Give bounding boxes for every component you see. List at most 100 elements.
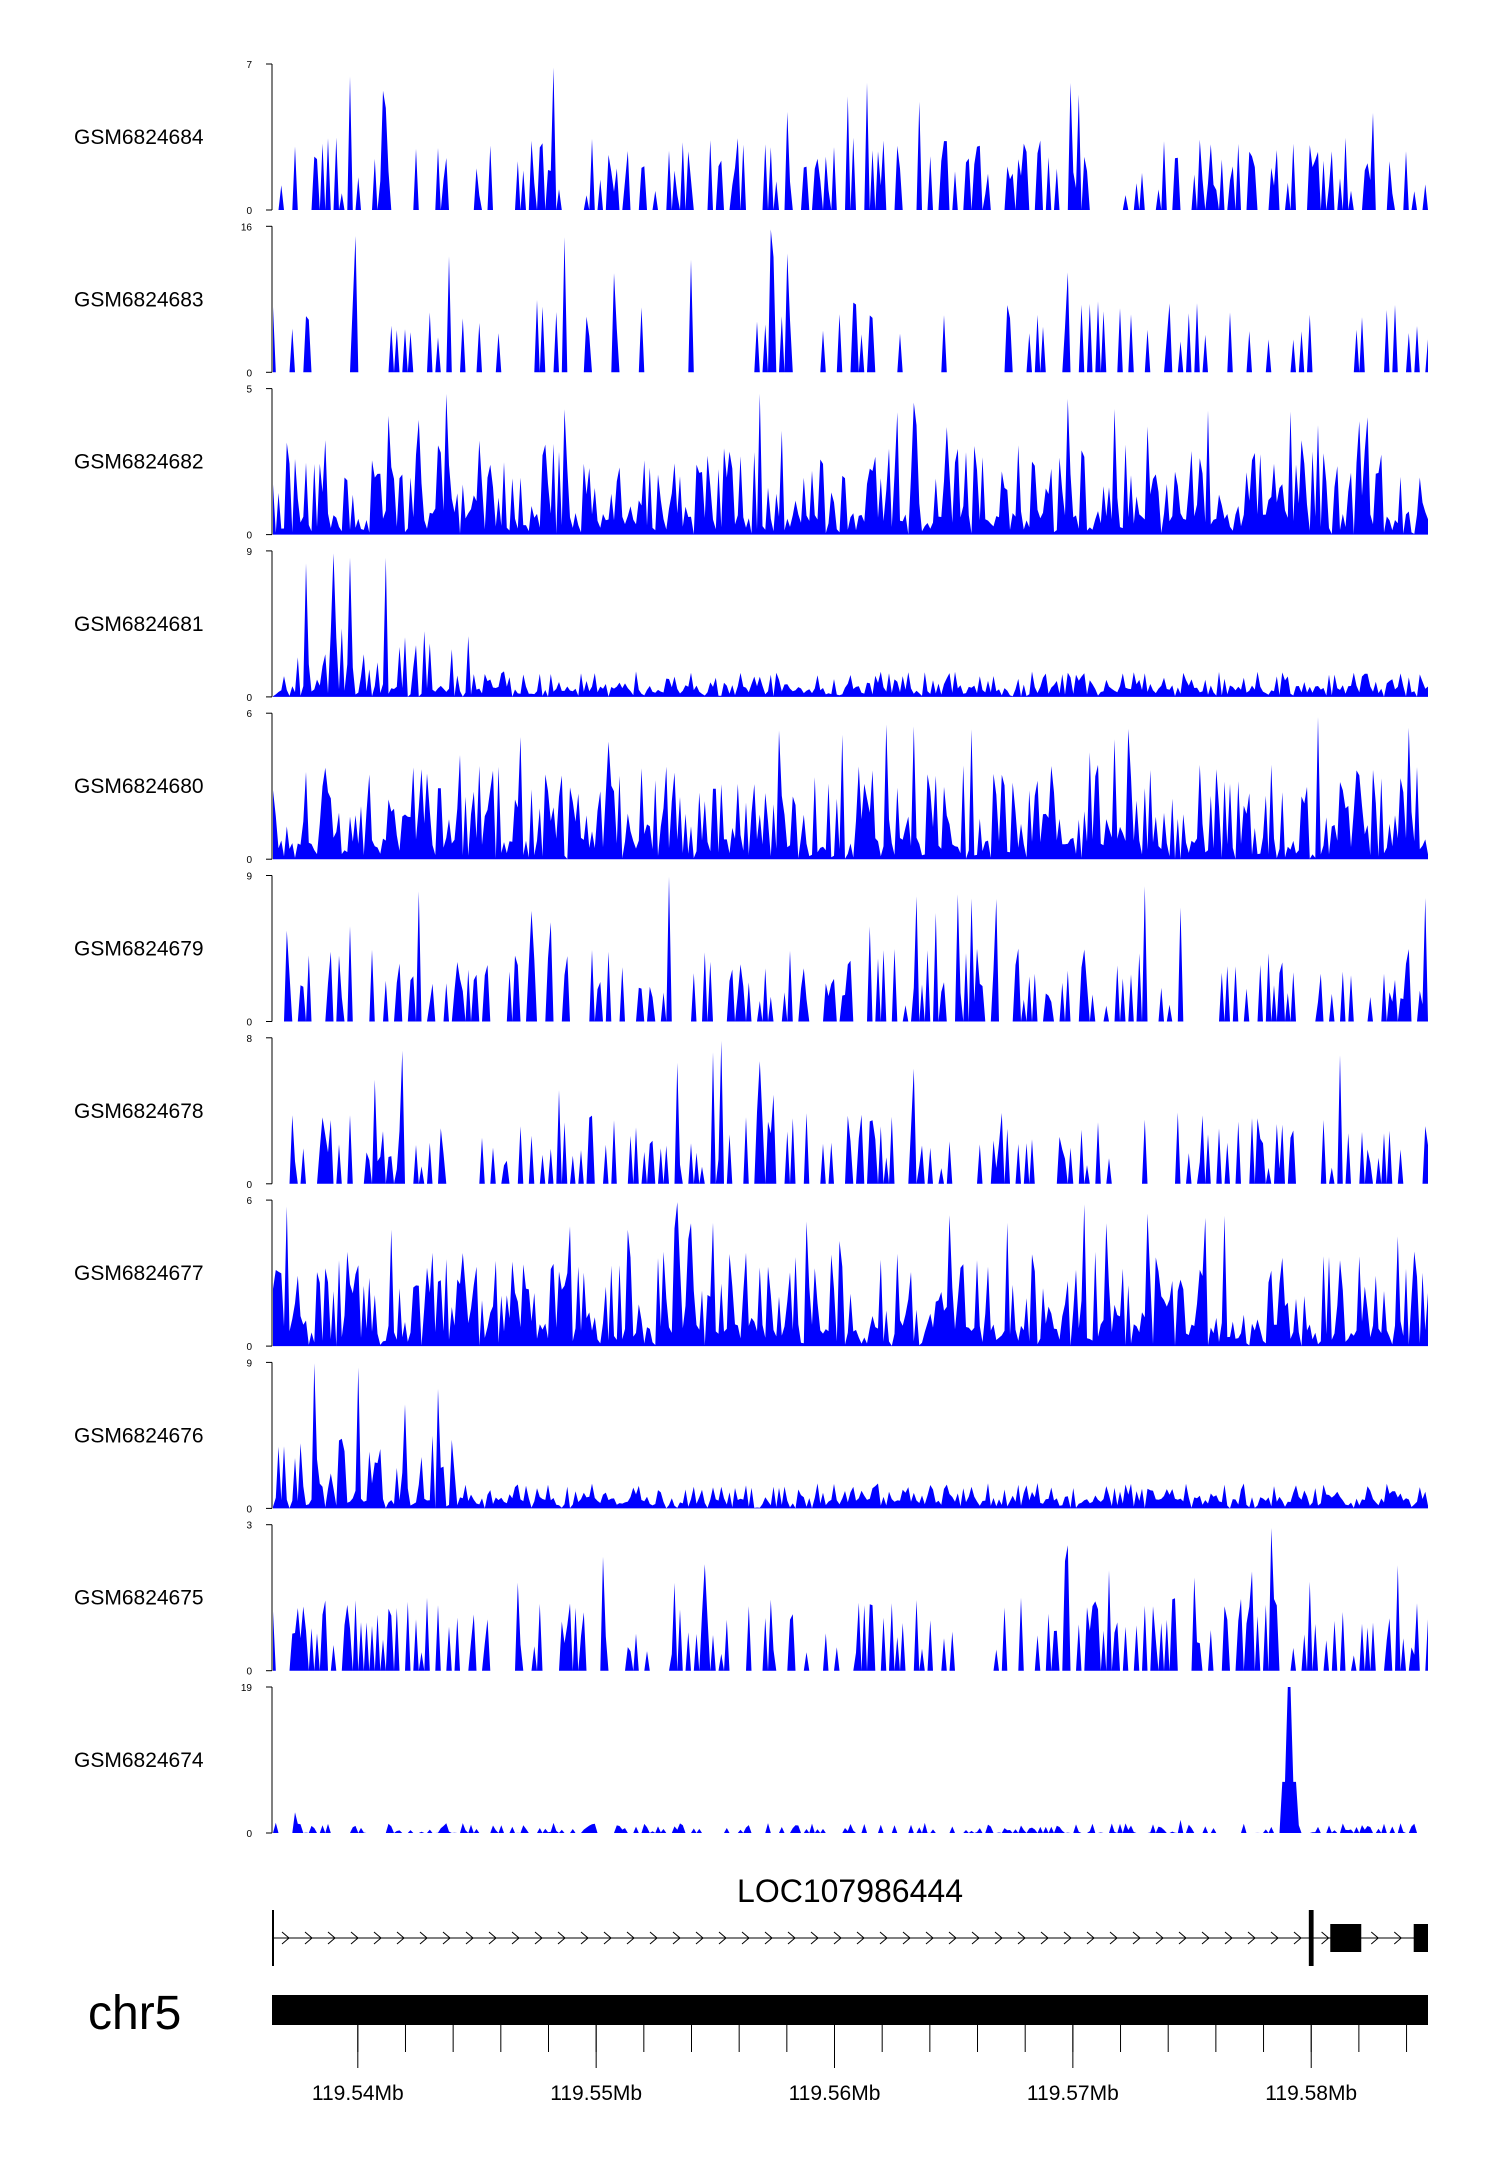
chromosome-label: chr5: [88, 1987, 181, 2040]
gene-name-label: LOC107986444: [737, 1873, 963, 1909]
strand-arrow: [1132, 1931, 1141, 1945]
strand-arrow: [672, 1931, 681, 1945]
strand-arrow: [1321, 1931, 1330, 1945]
strand-arrow: [925, 1931, 934, 1945]
signal-area: [273, 717, 1428, 860]
track-label: GSM6824684: [74, 126, 204, 149]
strand-arrow: [488, 1931, 497, 1945]
signal-area: [273, 553, 1428, 697]
signal-area: [273, 393, 1428, 535]
signal-area: [273, 67, 1428, 210]
strand-arrow: [902, 1931, 911, 1945]
track-gsm6824675: GSM6824675 3 0: [74, 1521, 1428, 1678]
chromosome-bar: [272, 1995, 1428, 2025]
y-tick-label-bottom: 0: [246, 1018, 252, 1029]
strand-arrow: [373, 1931, 382, 1945]
strand-arrow: [1224, 1931, 1233, 1945]
strand-arrow: [856, 1931, 865, 1945]
strand-arrow: [695, 1931, 704, 1945]
strand-arrow: [649, 1931, 658, 1945]
strand-arrow: [1270, 1931, 1279, 1945]
y-tick-label-bottom: 0: [246, 693, 252, 704]
strand-arrow: [350, 1931, 359, 1945]
gene-exon: [1308, 1910, 1314, 1966]
strand-arrow: [626, 1931, 635, 1945]
y-tick-label-top: 5: [246, 385, 252, 396]
y-tick-label-bottom: 0: [246, 531, 252, 542]
y-tick-label-bottom: 0: [246, 1829, 252, 1840]
strand-arrow: [1040, 1931, 1049, 1945]
track-label: GSM6824682: [74, 451, 204, 474]
signal-area: [273, 1040, 1428, 1184]
track-label: GSM6824677: [74, 1262, 204, 1285]
track-gsm6824680: GSM6824680 6 0: [74, 709, 1428, 866]
gene-exon: [1413, 1924, 1428, 1952]
strand-arrow: [879, 1931, 888, 1945]
strand-arrow: [511, 1931, 520, 1945]
signal-tracks: GSM682468470GSM6824683160GSM682468250GSM…: [74, 60, 1428, 1840]
genomic-axis: 119.54Mb 119.55Mb 119.56Mb 119.57Mb 119.58Mb: [312, 2025, 1408, 2105]
x-tick-label: 119.58Mb: [1265, 2082, 1357, 2105]
x-tick-label: 119.54Mb: [312, 2082, 404, 2105]
strand-arrow: [281, 1931, 290, 1945]
strand-arrow: [948, 1931, 957, 1945]
track-label: GSM6824681: [74, 613, 204, 636]
track-gsm6824683: GSM6824683 16 0: [74, 222, 1428, 379]
strand-arrow: [1155, 1931, 1164, 1945]
x-tick-label: 119.56Mb: [789, 2082, 881, 2105]
y-tick-label-top: 16: [241, 222, 253, 233]
track-label: GSM6824678: [74, 1100, 204, 1123]
strand-arrow: [718, 1931, 727, 1945]
strand-arrow: [1017, 1931, 1026, 1945]
track-label: GSM6824675: [74, 1587, 204, 1610]
strand-arrow: [419, 1931, 428, 1945]
strand-arrow: [810, 1931, 819, 1945]
strand-arrow: [833, 1931, 842, 1945]
track-label: GSM6824683: [74, 288, 204, 311]
strand-arrow: [1370, 1931, 1380, 1945]
y-tick-label-top: 9: [246, 1358, 252, 1369]
strand-arrow: [1247, 1931, 1256, 1945]
y-tick-label-top: 7: [246, 60, 252, 71]
track-gsm6824676: GSM6824676 9 0: [74, 1358, 1428, 1515]
x-tick-label: 119.57Mb: [1027, 2082, 1119, 2105]
y-tick-label-bottom: 0: [246, 1504, 252, 1515]
track-gsm6824677: GSM6824677 6 0: [74, 1196, 1428, 1353]
strand-arrow: [465, 1931, 474, 1945]
gene-exon: [1330, 1924, 1362, 1952]
y-tick-label-top: 9: [246, 872, 252, 883]
strand-arrow: [304, 1931, 313, 1945]
signal-area: [273, 1202, 1428, 1347]
track-gsm6824679: GSM6824679 9 0: [74, 872, 1428, 1029]
y-tick-label-bottom: 0: [246, 1180, 252, 1191]
x-tick-label: 119.55Mb: [550, 2082, 642, 2105]
track-gsm6824682: GSM6824682 5 0: [74, 385, 1428, 542]
gene-track: LOC107986444: [272, 1873, 1428, 1966]
strand-arrow: [396, 1931, 405, 1945]
strand-arrow: [971, 1931, 980, 1945]
y-tick-label-top: 6: [246, 1196, 252, 1207]
signal-area: [273, 1687, 1428, 1833]
strand-arrow: [327, 1931, 336, 1945]
track-gsm6824674: GSM6824674 19 0: [74, 1683, 1428, 1840]
strand-arrow: [787, 1931, 796, 1945]
y-tick-label-bottom: 0: [246, 855, 252, 866]
strand-arrow: [557, 1931, 566, 1945]
strand-arrow: [1393, 1931, 1403, 1945]
y-tick-label-bottom: 0: [246, 368, 252, 379]
track-label: GSM6824679: [74, 938, 204, 961]
strand-arrow: [1201, 1931, 1210, 1945]
strand-arrow: [442, 1931, 451, 1945]
y-tick-label-bottom: 0: [246, 206, 252, 217]
y-tick-label-top: 8: [246, 1034, 252, 1045]
track-label: GSM6824676: [74, 1424, 204, 1447]
y-tick-label-top: 3: [246, 1521, 252, 1532]
signal-area: [273, 1528, 1428, 1671]
strand-arrow: [741, 1931, 750, 1945]
strand-arrow: [1063, 1931, 1072, 1945]
y-tick-label-bottom: 0: [246, 1667, 252, 1678]
track-gsm6824684: GSM6824684 7 0: [74, 60, 1428, 217]
track-label: GSM6824674: [74, 1749, 204, 1772]
track-gsm6824681: GSM6824681 9 0: [74, 547, 1428, 704]
